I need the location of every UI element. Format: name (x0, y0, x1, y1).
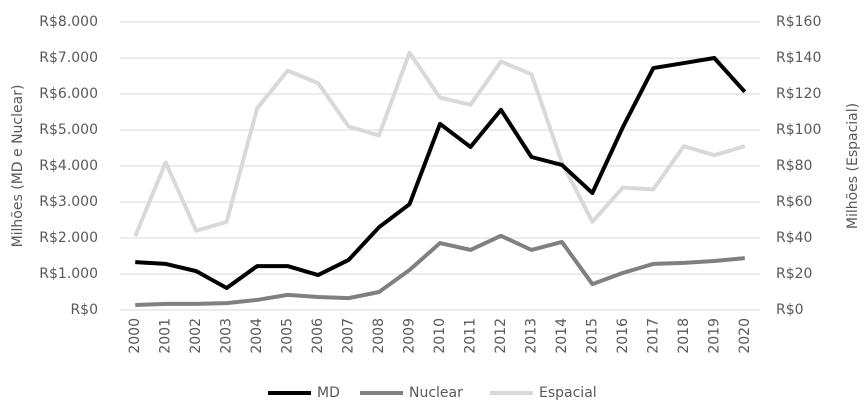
x-tick-label: 2020 (737, 318, 753, 354)
x-tick-label: 2016 (615, 318, 631, 354)
legend-label: Espacial (539, 385, 597, 401)
y-tick-label: R$6.000 (39, 86, 98, 102)
x-tick-label: 2005 (280, 318, 296, 354)
y-axis-title: Milhões (MD e Nuclear) (10, 85, 26, 248)
x-tick-label: 2010 (432, 318, 448, 354)
x-tick-label: 2003 (219, 318, 235, 354)
x-tick-label: 2009 (402, 318, 418, 354)
x-tick-label: 2018 (676, 318, 692, 354)
x-tick-label: 2014 (554, 318, 570, 354)
y-tick-label: R$5.000 (39, 122, 98, 138)
y2-tick-label: R$140 (776, 50, 821, 66)
x-tick-label: 2019 (706, 318, 722, 354)
y-tick-label: R$0 (70, 302, 98, 318)
y2-tick-label: R$60 (776, 194, 812, 210)
x-tick-label: 2000 (127, 318, 143, 354)
y-tick-label: R$8.000 (39, 14, 98, 30)
y-tick-label: R$3.000 (39, 194, 98, 210)
x-tick-label: 2013 (523, 318, 539, 354)
y2-tick-label: R$160 (776, 14, 821, 30)
y2-tick-label: R$100 (776, 122, 821, 138)
y-tick-label: R$1.000 (39, 266, 98, 282)
x-tick-label: 2002 (188, 318, 204, 354)
y2-axis-title: Milhões (Espacial) (845, 103, 861, 229)
y-tick-label: R$2.000 (39, 230, 98, 246)
y2-tick-label: R$0 (776, 302, 804, 318)
y2-tick-label: R$80 (776, 158, 812, 174)
x-tick-label: 2001 (158, 318, 174, 354)
legend-label: MD (317, 385, 340, 401)
x-tick-label: 2007 (341, 318, 357, 354)
y2-tick-label: R$20 (776, 266, 812, 282)
y2-tick-label: R$40 (776, 230, 812, 246)
x-tick-label: 2017 (645, 318, 661, 354)
x-tick-label: 2006 (310, 318, 326, 354)
y-tick-label: R$4.000 (39, 158, 98, 174)
series-line (135, 233, 745, 307)
x-tick-label: 2011 (462, 318, 478, 354)
legend-label: Nuclear (409, 385, 463, 401)
series-line (133, 50, 746, 237)
x-tick-label: 2015 (584, 318, 600, 354)
y2-tick-label: R$120 (776, 86, 821, 102)
x-tick-label: 2012 (493, 318, 509, 354)
x-tick-label: 2004 (249, 318, 265, 354)
series-line (135, 56, 747, 291)
x-tick-label: 2008 (371, 318, 387, 354)
y-tick-label: R$7.000 (39, 50, 98, 66)
